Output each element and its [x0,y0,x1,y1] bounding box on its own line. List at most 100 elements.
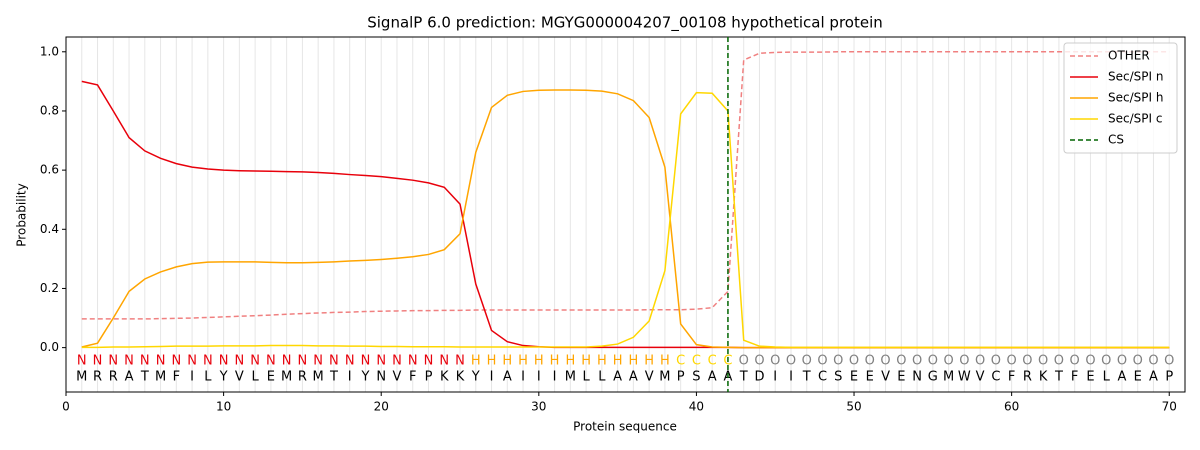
x-tick-label: 40 [689,400,704,414]
residue: E [267,370,275,385]
x-tick-label: 30 [531,400,546,414]
y-tick-label: 0.8 [40,103,59,117]
residue-label: N [171,354,181,369]
residue-label: H [550,354,560,369]
residue-label: O [912,354,922,369]
series-line [81,89,1170,349]
residue: M [313,370,324,385]
residue-label: N [455,354,465,369]
residue: Y [219,370,228,385]
residue: K [1039,370,1048,385]
residue: I [490,370,494,385]
residue-label: N [376,354,386,369]
x-tick-label: 50 [846,400,861,414]
residue-label: N [234,354,244,369]
residue-label: H [613,354,623,369]
residue: W [958,370,971,385]
residue-label: O [849,354,859,369]
residue-label: O [1101,354,1111,369]
residue-label: H [534,354,544,369]
residue: I [773,370,777,385]
residue: E [1086,370,1094,385]
residue-label: O [1164,354,1174,369]
residue: T [802,370,811,385]
residue-label: O [959,354,969,369]
residue-label: N [361,354,371,369]
legend-label: CS [1108,133,1124,147]
residue: C [991,370,1000,385]
residue: K [456,370,465,385]
residue: M [155,370,166,385]
residue-label: O [802,354,812,369]
residue: A [613,370,622,385]
residue: I [521,370,525,385]
residue-label: O [1054,354,1064,369]
residue-label: O [1133,354,1143,369]
x-tick-label: 60 [1004,400,1019,414]
y-tick-label: 0.2 [40,281,59,295]
residue: R [1023,370,1032,385]
residue: I [348,370,352,385]
residue-label: O [1117,354,1127,369]
residue: V [881,370,890,385]
residue-label: O [817,354,827,369]
residue-label: H [471,354,481,369]
legend-label: Sec/SPI n [1108,70,1163,84]
residue: R [109,370,118,385]
residue-label: O [880,354,890,369]
residue: L [582,370,590,385]
residue: G [928,370,938,385]
residue: I [537,370,541,385]
residue-label: N [392,354,402,369]
residue: C [818,370,827,385]
residue: V [645,370,654,385]
residue-label: O [1022,354,1032,369]
series-line [81,80,1170,349]
residue: A [125,370,134,385]
residue: R [298,370,307,385]
residue-label: O [991,354,1001,369]
residue: L [204,370,212,385]
residue: I [789,370,793,385]
residue-label: N [250,354,260,369]
residue: L [1103,370,1111,385]
residue: E [897,370,905,385]
legend-box [1063,42,1178,154]
residue-label: H [628,354,638,369]
residue: N [376,370,386,385]
residue-label: H [502,354,512,369]
residue-label: O [1148,354,1158,369]
residue: N [912,370,922,385]
residue: V [976,370,985,385]
residue: F [173,370,180,385]
residue-label: O [1007,354,1017,369]
residue-label: O [786,354,796,369]
y-tick-label: 0.0 [40,340,59,354]
residue-label: N [187,354,197,369]
residue: I [553,370,557,385]
x-tick-label: 0 [62,400,70,414]
residue-label: N [266,354,276,369]
residue: T [140,370,149,385]
residue-label: O [1085,354,1095,369]
residue-label: H [644,354,654,369]
residue: V [393,370,402,385]
legend-label: Sec/SPI h [1108,91,1163,105]
residue-label: N [203,354,213,369]
residue-label: N [424,354,434,369]
residue-label: N [282,354,292,369]
residue-label: C [676,354,685,369]
residue: P [425,370,433,385]
residue: I [190,370,194,385]
residue: M [659,370,670,385]
residue-label: O [896,354,906,369]
residue-label: N [408,354,418,369]
residue: T [739,370,748,385]
residue-label: N [140,354,150,369]
residue-label: H [518,354,528,369]
residue-label: N [108,354,118,369]
residue-label: H [597,354,607,369]
residue: F [1008,370,1015,385]
residue-label: O [943,354,953,369]
